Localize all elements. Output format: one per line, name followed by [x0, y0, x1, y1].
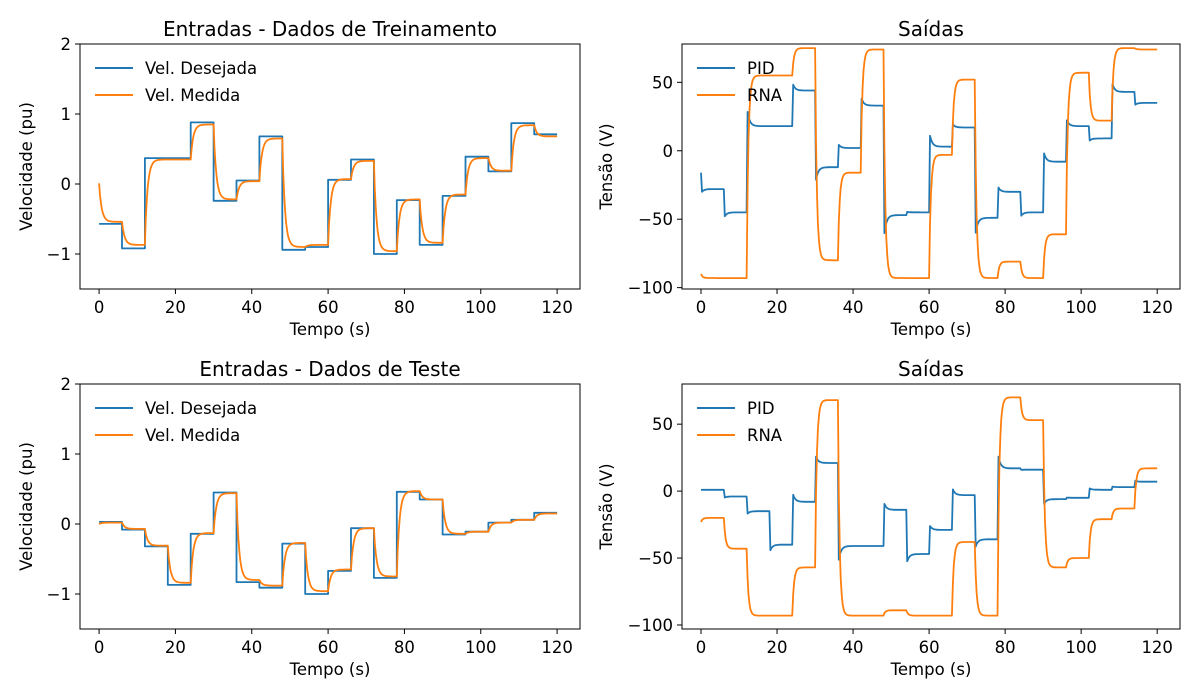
x-axis-label: Tempo (s) — [289, 320, 371, 339]
legend-label-2: Vel. Medida — [145, 86, 240, 105]
y-tick-label: 0 — [61, 175, 72, 194]
plot-frame — [79, 383, 581, 630]
x-tick-label: 80 — [995, 638, 1016, 657]
y-tick-label: −100 — [628, 279, 673, 298]
x-tick-label: 20 — [767, 638, 788, 657]
series-group — [98, 490, 558, 595]
x-tick-label: 0 — [696, 638, 707, 657]
x-tick-label: 80 — [995, 298, 1016, 317]
chart-title: Saídas — [898, 357, 964, 381]
legend: PID RNA — [697, 399, 783, 445]
series-group — [700, 47, 1158, 279]
legend-label-2: RNA — [747, 86, 783, 105]
x-tick-label: 60 — [919, 638, 940, 657]
series-line-1 — [99, 121, 558, 255]
series-line-2 — [98, 490, 558, 593]
chart-panel-4: 0 20 40 60 80 100 120 −100 −50 0 50 Saídas Tempo (s)… — [597, 357, 1181, 679]
y-axis-label: Velocidade (pu) — [17, 102, 36, 231]
y-axis-label: Tensão (V) — [597, 123, 616, 210]
x-tick-label: 100 — [465, 638, 497, 657]
x-tick-label: 40 — [843, 298, 864, 317]
x-tick-label: 120 — [1141, 638, 1173, 657]
chart-title: Saídas — [898, 17, 964, 41]
legend-label-2: RNA — [747, 426, 783, 445]
y-tick-label: 2 — [61, 375, 72, 394]
chart-panel-3: 0 20 40 60 80 100 120 −1 0 1 2 Entradas - Dados de … — [17, 357, 581, 679]
legend-label-1: Vel. Desejada — [145, 399, 257, 418]
series-group — [98, 121, 558, 255]
y-tick-label: −1 — [47, 585, 71, 604]
y-tick-label: 0 — [61, 515, 72, 534]
y-tick-label: 50 — [652, 73, 673, 92]
chart-panel-1: 0 20 40 60 80 100 120 −1 0 1 2 Entradas - Dados de … — [17, 17, 581, 339]
x-tick-label: 100 — [1065, 298, 1097, 317]
legend-label-1: PID — [747, 59, 775, 78]
plot-frame — [79, 43, 581, 290]
x-tick-label: 100 — [1065, 638, 1097, 657]
x-tick-label: 120 — [541, 298, 573, 317]
x-tick-label: 0 — [94, 298, 105, 317]
y-tick-label: 0 — [663, 482, 674, 501]
series-line-2 — [700, 396, 1158, 617]
legend-label-1: PID — [747, 399, 775, 418]
legend-label-2: Vel. Medida — [145, 426, 240, 445]
x-tick-label: 0 — [696, 298, 707, 317]
series-line-2 — [700, 47, 1158, 279]
x-tick-label: 60 — [919, 298, 940, 317]
series-line-1 — [99, 490, 558, 595]
x-tick-label: 60 — [318, 638, 339, 657]
y-axis-label: Tensão (V) — [597, 463, 616, 550]
y-tick-label: 2 — [61, 35, 72, 54]
x-tick-label: 120 — [1141, 298, 1173, 317]
chart-panel-2: 0 20 40 60 80 100 120 −100 −50 0 50 Saídas Tempo (s)… — [597, 17, 1181, 339]
x-tick-label: 60 — [318, 298, 339, 317]
plot-frame — [681, 43, 1181, 290]
series-group — [700, 396, 1158, 617]
chart-title: Entradas - Dados de Teste — [199, 357, 460, 381]
x-tick-label: 0 — [94, 638, 105, 657]
x-tick-label: 20 — [767, 298, 788, 317]
legend: PID RNA — [697, 59, 783, 105]
y-tick-label: 1 — [61, 105, 72, 124]
y-tick-label: −100 — [628, 616, 673, 635]
legend: Vel. Desejada Vel. Medida — [95, 399, 257, 445]
series-line-1 — [700, 83, 1158, 234]
plot-frame — [681, 383, 1181, 630]
x-tick-label: 40 — [241, 298, 262, 317]
y-tick-label: −1 — [47, 245, 71, 264]
y-tick-label: 0 — [663, 142, 674, 161]
x-axis-label: Tempo (s) — [890, 660, 972, 679]
series-line-1 — [701, 455, 1158, 563]
x-tick-label: 80 — [394, 638, 415, 657]
x-tick-label: 100 — [465, 298, 497, 317]
x-axis-label: Tempo (s) — [890, 320, 972, 339]
chart-title: Entradas - Dados de Treinamento — [163, 17, 497, 41]
y-tick-label: −50 — [638, 210, 673, 229]
x-tick-label: 40 — [843, 638, 864, 657]
x-tick-label: 120 — [541, 638, 573, 657]
x-tick-label: 20 — [165, 638, 186, 657]
y-tick-label: −50 — [638, 549, 673, 568]
x-axis-label: Tempo (s) — [289, 660, 371, 679]
series-line-2 — [98, 123, 558, 253]
x-tick-label: 20 — [165, 298, 186, 317]
y-tick-label: 1 — [61, 445, 72, 464]
y-tick-label: 50 — [652, 415, 673, 434]
x-tick-label: 40 — [241, 638, 262, 657]
y-axis-label: Velocidade (pu) — [17, 442, 36, 571]
legend-label-1: Vel. Desejada — [145, 59, 257, 78]
x-tick-label: 80 — [394, 298, 415, 317]
legend: Vel. Desejada Vel. Medida — [95, 59, 257, 105]
